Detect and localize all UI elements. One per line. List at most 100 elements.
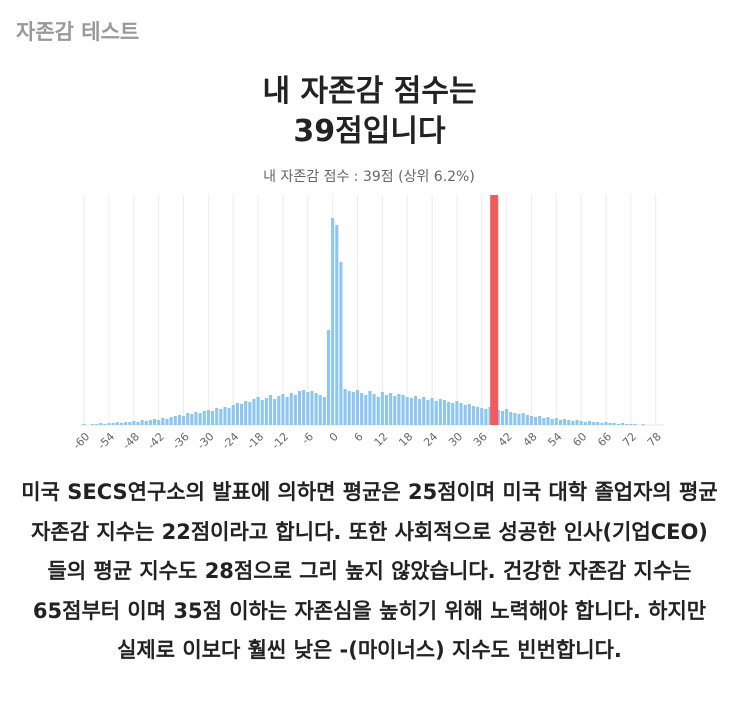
bar: [206, 410, 210, 425]
bar: [140, 420, 144, 425]
bar: [451, 403, 455, 425]
bar: [596, 422, 600, 425]
bar: [641, 424, 645, 425]
bar: [476, 407, 480, 425]
chart-subtitle: 내 자존감 점수 : 39점 (상위 6.2%): [263, 169, 475, 185]
bar: [235, 403, 239, 425]
bar: [326, 330, 331, 425]
bar: [210, 411, 215, 425]
bar: [393, 396, 397, 425]
bar: [546, 417, 550, 425]
bar: [496, 410, 500, 425]
x-tick-label: 72: [620, 430, 639, 449]
bar: [550, 419, 554, 425]
bar: [181, 416, 186, 425]
bar: [480, 408, 484, 425]
bar: [227, 408, 231, 425]
bar: [306, 392, 310, 425]
bar: [103, 424, 107, 425]
bar: [629, 424, 633, 425]
x-tick-label: 66: [595, 430, 614, 449]
bar: [372, 394, 376, 425]
x-tick-label: 60: [570, 430, 589, 449]
bar: [621, 423, 625, 425]
bar: [430, 398, 434, 425]
bar: [583, 422, 587, 425]
bar: [471, 406, 476, 425]
x-tick-label: -54: [95, 430, 117, 452]
bar: [124, 422, 128, 425]
bar: [521, 413, 525, 425]
bar: [633, 424, 637, 425]
bar: [273, 399, 277, 425]
bar: [376, 397, 380, 425]
bar: [447, 402, 451, 425]
x-tick-label: -36: [170, 430, 192, 452]
bar: [575, 420, 579, 425]
bar: [260, 400, 264, 425]
bar: [525, 415, 529, 425]
result-title: 내 자존감 점수는 39점입니다: [0, 72, 739, 152]
bar: [99, 423, 103, 425]
bar: [95, 424, 99, 425]
bar: [455, 401, 459, 425]
bar: [360, 393, 364, 425]
bar: [215, 408, 219, 425]
bar: [115, 422, 119, 425]
x-tick-label: 0: [327, 430, 341, 444]
bar: [397, 394, 401, 425]
bar: [302, 390, 306, 425]
x-tick-label: -60: [70, 430, 92, 452]
x-tick-label: -30: [195, 430, 217, 452]
bar: [488, 407, 492, 425]
x-tick-label: 18: [396, 430, 415, 449]
bar: [563, 419, 567, 425]
bar: [169, 417, 173, 425]
bar: [401, 395, 405, 425]
bar: [231, 405, 235, 425]
bar: [111, 423, 115, 425]
bar: [426, 400, 430, 425]
bar: [148, 420, 152, 425]
bar: [219, 409, 223, 425]
chart: 내 자존감 점수 : 39점 (상위 6.2%) -60 -54 -48 -42 -36…: [70, 169, 664, 452]
bar: [380, 392, 384, 425]
bar: [355, 390, 360, 425]
bar: [90, 424, 94, 425]
bar: [463, 405, 467, 425]
bar: [500, 411, 505, 425]
bar: [202, 411, 206, 425]
title-line: 39점입니다: [293, 114, 446, 149]
bar: [289, 393, 293, 425]
bar: [509, 412, 513, 425]
bar: [459, 403, 463, 425]
bar: [538, 416, 542, 425]
bar: [422, 397, 426, 425]
bar: [293, 395, 297, 425]
bar: [153, 419, 157, 425]
bar: [186, 413, 190, 425]
bar: [513, 413, 517, 425]
bar: [625, 424, 629, 425]
bar: [567, 420, 571, 425]
bar: [484, 409, 488, 425]
bar: [418, 399, 422, 425]
bar: [554, 418, 558, 425]
bar: [604, 422, 608, 425]
x-tick-label: -6: [299, 430, 316, 447]
x-tick-label: 42: [496, 430, 515, 449]
bar: [277, 396, 281, 425]
x-tick-label: 24: [421, 430, 440, 449]
x-tick-label: -48: [120, 430, 142, 452]
x-tick-label: 30: [446, 430, 465, 449]
bar: [144, 421, 148, 425]
bar: [343, 389, 347, 425]
bar: [558, 420, 563, 425]
bar: [405, 397, 409, 425]
bar: [297, 391, 302, 425]
bar: [322, 397, 326, 425]
bar: [248, 402, 252, 425]
bar: [314, 393, 318, 425]
x-tick-label: 6: [352, 430, 366, 444]
